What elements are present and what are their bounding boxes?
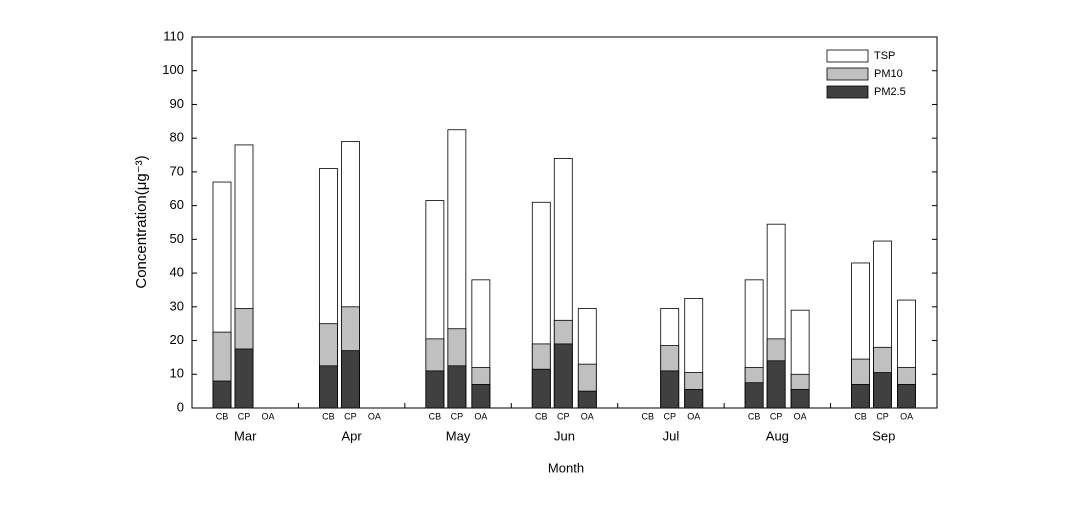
bar — [531, 368, 551, 409]
bar — [447, 365, 467, 409]
bar — [897, 383, 916, 409]
bar — [577, 390, 597, 409]
x-tick-label: Jul — [663, 428, 680, 443]
site-label: CP — [663, 411, 676, 421]
legend-swatch — [826, 67, 869, 81]
site-label: CB — [641, 411, 654, 421]
x-tick-label: Aug — [766, 428, 789, 443]
x-tick-label: May — [446, 428, 471, 443]
site-label: OA — [368, 411, 381, 421]
y-tick-label: 70 — [170, 163, 184, 178]
site-label: CP — [876, 411, 889, 421]
y-tick-label: 80 — [170, 130, 184, 145]
site-label: CB — [429, 411, 442, 421]
site-label: CB — [748, 411, 761, 421]
y-tick-label: 0 — [177, 399, 184, 414]
bar — [341, 350, 360, 409]
y-tick-label: 30 — [170, 298, 184, 313]
bar — [212, 380, 232, 409]
bar — [851, 383, 870, 409]
y-tick-label: 100 — [162, 62, 184, 77]
site-label: CB — [216, 411, 229, 421]
site-label: OA — [474, 411, 487, 421]
bar — [425, 370, 445, 409]
bar — [873, 372, 892, 409]
site-label: CP — [770, 411, 783, 421]
y-tick-label: 60 — [170, 197, 184, 212]
y-tick-label: 50 — [170, 231, 184, 246]
site-label: OA — [687, 411, 700, 421]
site-label: CB — [322, 411, 335, 421]
x-tick-label: Mar — [234, 428, 257, 443]
site-label: CP — [557, 411, 570, 421]
y-tick-label: 90 — [170, 96, 184, 111]
bar — [471, 383, 491, 409]
site-label: OA — [581, 411, 594, 421]
y-axis-label: Concentration(μg⁻³) — [133, 155, 150, 288]
y-tick-label: 110 — [163, 28, 184, 43]
site-label: CB — [854, 411, 867, 421]
site-label: CP — [344, 411, 357, 421]
bar — [744, 382, 764, 409]
site-label: CP — [238, 411, 251, 421]
bar — [684, 389, 704, 409]
bar — [766, 360, 786, 409]
x-tick-label: Sep — [872, 428, 895, 443]
y-tick-label: 20 — [170, 332, 184, 347]
site-label: OA — [261, 411, 274, 421]
y-tick-label: 10 — [170, 366, 184, 381]
site-label: CP — [451, 411, 464, 421]
bar — [234, 348, 254, 409]
legend-label: PM10 — [874, 68, 903, 80]
x-tick-label: Jun — [554, 428, 575, 443]
bar — [790, 389, 810, 409]
bar — [553, 343, 573, 409]
site-label: OA — [794, 411, 807, 421]
legend-label: TSP — [874, 50, 895, 62]
y-tick-label: 40 — [170, 265, 184, 280]
site-label: CB — [535, 411, 548, 421]
legend-swatch — [826, 85, 869, 99]
legend-label: PM2.5 — [874, 86, 906, 98]
x-tick-label: Apr — [342, 428, 363, 443]
bar — [319, 365, 338, 409]
x-axis-label: Month — [548, 460, 584, 475]
bar — [660, 370, 680, 409]
site-label: OA — [900, 411, 913, 421]
legend-swatch — [826, 49, 869, 63]
